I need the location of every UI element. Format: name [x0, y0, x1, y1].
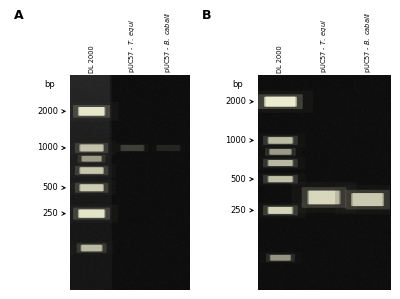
FancyBboxPatch shape [269, 149, 292, 155]
FancyBboxPatch shape [80, 184, 103, 191]
Text: pUC57 - $\it{T.}$ $\it{equi}$: pUC57 - $\it{T.}$ $\it{equi}$ [319, 19, 329, 74]
Text: pUC57 - $\it{B.}$ $\it{caballi}$: pUC57 - $\it{B.}$ $\it{caballi}$ [163, 12, 173, 74]
Text: 250: 250 [231, 206, 246, 215]
FancyBboxPatch shape [121, 145, 144, 151]
Text: A: A [14, 9, 24, 22]
Text: 1000: 1000 [38, 144, 58, 152]
FancyBboxPatch shape [255, 203, 306, 218]
FancyBboxPatch shape [157, 145, 180, 151]
FancyBboxPatch shape [73, 208, 110, 220]
FancyBboxPatch shape [345, 190, 390, 209]
FancyBboxPatch shape [268, 207, 293, 214]
FancyBboxPatch shape [78, 107, 105, 116]
Text: 500: 500 [231, 175, 246, 184]
FancyBboxPatch shape [269, 176, 292, 182]
FancyBboxPatch shape [266, 254, 295, 262]
FancyBboxPatch shape [269, 160, 292, 166]
FancyBboxPatch shape [352, 193, 383, 206]
FancyBboxPatch shape [292, 182, 356, 213]
FancyBboxPatch shape [268, 160, 293, 166]
FancyBboxPatch shape [78, 210, 105, 218]
FancyBboxPatch shape [73, 105, 110, 118]
FancyBboxPatch shape [108, 142, 157, 154]
Text: bp: bp [45, 80, 56, 89]
FancyBboxPatch shape [270, 149, 291, 155]
FancyBboxPatch shape [79, 210, 104, 218]
FancyBboxPatch shape [75, 166, 108, 175]
FancyBboxPatch shape [258, 94, 303, 109]
FancyBboxPatch shape [263, 159, 298, 167]
FancyBboxPatch shape [255, 157, 306, 169]
FancyBboxPatch shape [302, 187, 346, 208]
Text: bp: bp [233, 80, 244, 89]
FancyBboxPatch shape [265, 148, 296, 156]
FancyBboxPatch shape [156, 145, 181, 151]
FancyBboxPatch shape [263, 175, 298, 184]
FancyBboxPatch shape [67, 164, 116, 177]
Text: DL 2000: DL 2000 [278, 46, 284, 74]
FancyBboxPatch shape [79, 144, 104, 151]
FancyBboxPatch shape [67, 141, 116, 155]
FancyBboxPatch shape [120, 145, 145, 151]
FancyBboxPatch shape [268, 137, 293, 144]
FancyBboxPatch shape [152, 144, 185, 152]
Text: 500: 500 [43, 183, 58, 192]
FancyBboxPatch shape [82, 156, 101, 161]
FancyBboxPatch shape [75, 183, 108, 193]
FancyBboxPatch shape [335, 185, 400, 214]
FancyBboxPatch shape [79, 107, 104, 116]
FancyBboxPatch shape [248, 91, 313, 113]
Text: 1000: 1000 [226, 136, 246, 145]
FancyBboxPatch shape [79, 167, 104, 174]
Text: DL 2000: DL 2000 [89, 46, 94, 74]
FancyBboxPatch shape [70, 241, 113, 255]
FancyBboxPatch shape [264, 97, 297, 107]
FancyBboxPatch shape [255, 173, 306, 185]
Text: 2000: 2000 [226, 97, 246, 106]
FancyBboxPatch shape [116, 144, 149, 152]
Text: 250: 250 [43, 209, 58, 218]
FancyBboxPatch shape [144, 142, 193, 154]
FancyBboxPatch shape [270, 255, 291, 260]
FancyBboxPatch shape [260, 252, 301, 263]
FancyBboxPatch shape [67, 181, 116, 195]
FancyBboxPatch shape [263, 136, 298, 145]
FancyBboxPatch shape [80, 245, 103, 251]
FancyBboxPatch shape [75, 143, 108, 153]
FancyBboxPatch shape [80, 167, 103, 174]
FancyBboxPatch shape [80, 144, 103, 151]
FancyBboxPatch shape [351, 193, 384, 206]
Text: pUC57 - $\it{T.}$ $\it{equi}$: pUC57 - $\it{T.}$ $\it{equi}$ [127, 19, 138, 74]
Text: B: B [202, 9, 212, 22]
FancyBboxPatch shape [263, 205, 298, 215]
FancyBboxPatch shape [258, 146, 303, 158]
FancyBboxPatch shape [65, 102, 118, 121]
FancyBboxPatch shape [79, 184, 104, 191]
FancyBboxPatch shape [269, 137, 292, 144]
FancyBboxPatch shape [308, 191, 340, 204]
FancyBboxPatch shape [268, 176, 293, 182]
FancyBboxPatch shape [82, 245, 102, 251]
FancyBboxPatch shape [255, 134, 306, 147]
Text: 2000: 2000 [38, 107, 58, 116]
FancyBboxPatch shape [309, 191, 339, 204]
FancyBboxPatch shape [81, 156, 102, 161]
FancyBboxPatch shape [71, 153, 112, 164]
Text: pUC57 - $\it{B.}$ $\it{caballi}$: pUC57 - $\it{B.}$ $\it{caballi}$ [362, 12, 372, 74]
FancyBboxPatch shape [269, 207, 292, 214]
FancyBboxPatch shape [77, 243, 106, 253]
FancyBboxPatch shape [265, 97, 296, 107]
FancyBboxPatch shape [78, 155, 106, 163]
FancyBboxPatch shape [271, 255, 290, 260]
FancyBboxPatch shape [65, 205, 118, 222]
